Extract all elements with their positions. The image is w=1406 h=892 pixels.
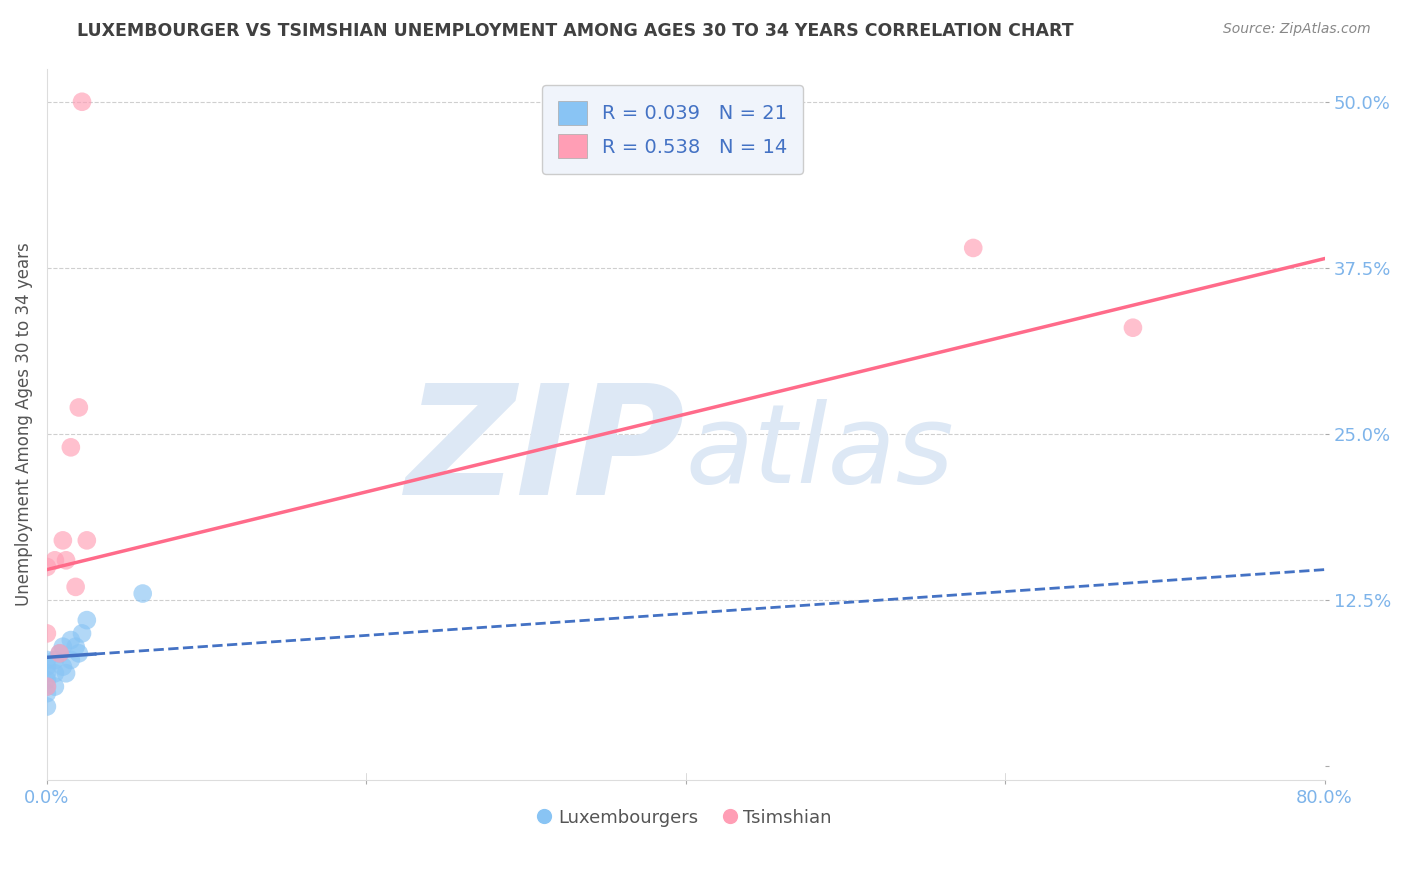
Point [132, 586, 155, 600]
Point [52, 533, 75, 548]
Point [35, 686, 58, 700]
Point [52, 640, 75, 654]
Point [35, 666, 58, 681]
Point [48, 646, 70, 660]
Point [35, 680, 58, 694]
Point [35, 680, 58, 694]
Point [65, 580, 87, 594]
Point [59, 633, 82, 648]
Point [35, 659, 58, 673]
Point [67, 401, 90, 415]
Point [48, 646, 70, 660]
Point [55, 553, 77, 567]
Point [67, 646, 90, 660]
Point [44, 553, 66, 567]
Point [76, 533, 98, 548]
Point [1122, 320, 1144, 334]
Text: Source: ZipAtlas.com: Source: ZipAtlas.com [1223, 22, 1371, 37]
Point [76, 613, 98, 627]
Point [52, 659, 75, 673]
Point [35, 699, 58, 714]
Point [70, 626, 93, 640]
Y-axis label: Unemployment Among Ages 30 to 34 years: Unemployment Among Ages 30 to 34 years [15, 243, 32, 606]
Point [55, 666, 77, 681]
Point [35, 653, 58, 667]
Point [44, 666, 66, 681]
Text: LUXEMBOURGER VS TSIMSHIAN UNEMPLOYMENT AMONG AGES 30 TO 34 YEARS CORRELATION CHA: LUXEMBOURGER VS TSIMSHIAN UNEMPLOYMENT A… [77, 22, 1074, 40]
Point [35, 673, 58, 687]
Text: atlas: atlas [686, 399, 955, 506]
Legend: Luxembourgers, Tsimshian: Luxembourgers, Tsimshian [533, 801, 839, 835]
Point [59, 653, 82, 667]
Point [59, 440, 82, 454]
Point [35, 626, 58, 640]
Point [35, 560, 58, 574]
Point [44, 680, 66, 694]
Point [44, 653, 66, 667]
Point [65, 640, 87, 654]
Point [962, 241, 984, 255]
Point [70, 95, 93, 109]
Text: ZIP: ZIP [406, 378, 686, 527]
